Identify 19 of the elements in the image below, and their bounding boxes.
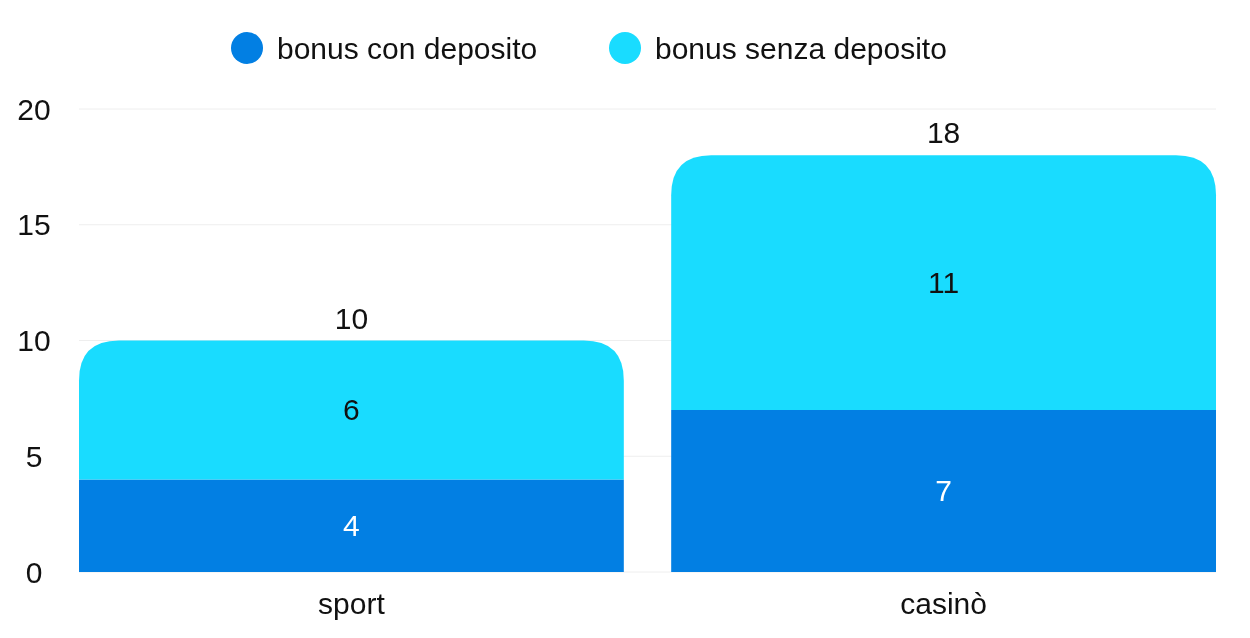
data-label: 7 — [935, 474, 952, 508]
data-label: 4 — [343, 509, 360, 543]
data-label: 6 — [343, 393, 360, 427]
legend-label: bonus senza deposito — [655, 31, 947, 65]
data-label: 11 — [928, 266, 960, 300]
x-tick-label: sport — [318, 587, 386, 620]
total-label: 10 — [334, 301, 369, 335]
x-tick-label: casinò — [900, 587, 987, 620]
total-label: 18 — [926, 116, 961, 150]
bar — [79, 479, 624, 572]
y-tick-label: 10 — [17, 324, 51, 357]
y-tick-label: 20 — [17, 92, 51, 126]
y-tick-label: 15 — [17, 208, 51, 242]
bar — [671, 155, 1216, 410]
y-tick-label: 0 — [25, 555, 43, 589]
bar — [79, 340, 624, 480]
y-tick-label: 5 — [25, 439, 43, 473]
legend-label: bonus con deposito — [277, 31, 538, 65]
bar — [671, 409, 1216, 572]
